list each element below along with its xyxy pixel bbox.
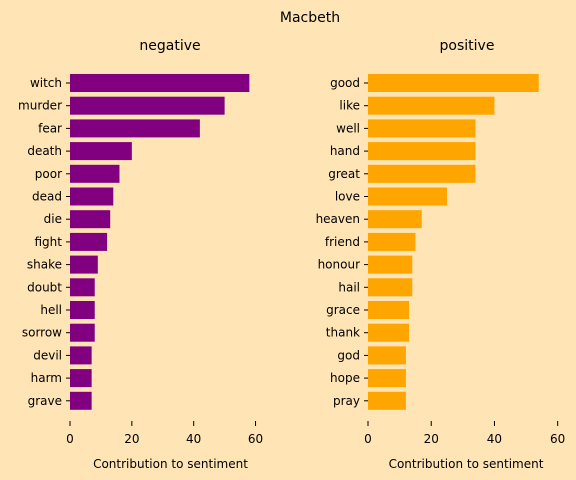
y-tick-label: devil	[33, 348, 62, 362]
y-tick-label: good	[330, 76, 360, 90]
y-tick-label: god	[337, 348, 360, 362]
y-tick-label: hail	[338, 280, 360, 294]
x-tick-label: 20	[124, 432, 139, 446]
negative-panel: negative witch murder fear death poor dead die f…	[18, 38, 263, 471]
y-tick-label: love	[335, 190, 360, 204]
y-tick-label: hope	[330, 371, 360, 385]
positive-bar	[368, 187, 448, 206]
x-tick-label: 60	[248, 432, 263, 446]
x-axis-label: Contribution to sentiment	[389, 457, 544, 471]
y-tick-label: like	[339, 99, 360, 113]
panel-title: negative	[139, 38, 200, 54]
panel-title: positive	[440, 38, 495, 54]
y-tick-label: death	[27, 144, 62, 158]
x-axis-label: Contribution to sentiment	[93, 457, 248, 471]
y-tick-label: grave	[28, 394, 62, 408]
negative-bar	[70, 210, 111, 229]
negative-bar	[70, 142, 132, 161]
negative-bar	[70, 96, 225, 115]
positive-bar	[368, 323, 410, 342]
positive-bar	[368, 369, 406, 388]
negative-bar	[70, 301, 95, 319]
y-tick-label: fight	[35, 235, 63, 249]
negative-bar	[70, 255, 98, 274]
y-tick-label: friend	[325, 235, 360, 249]
x-tick-label: 40	[186, 432, 201, 446]
positive-bar	[368, 164, 476, 183]
y-tick-label: hand	[330, 144, 360, 158]
y-tick-label: grace	[326, 303, 360, 317]
negative-bar	[70, 119, 200, 138]
positive-bar	[368, 255, 413, 274]
positive-bar	[368, 210, 422, 229]
negative-bar	[70, 346, 92, 365]
positive-bar	[368, 278, 413, 297]
y-tick-label: witch	[30, 76, 62, 90]
positive-bar	[368, 232, 416, 251]
x-tick-label: 60	[550, 432, 565, 446]
y-tick-label: hell	[40, 303, 62, 317]
y-tick-label: murder	[18, 99, 62, 113]
negative-bar	[70, 278, 95, 297]
positive-bar	[368, 119, 476, 138]
positive-panel: positive good like well hand great love heaven f…	[316, 38, 566, 471]
negative-bar	[70, 164, 120, 183]
y-tick-label: great	[328, 167, 360, 181]
y-tick-label: heaven	[316, 212, 360, 226]
negative-bar	[70, 232, 108, 251]
chart-panels: negative witch murder fear death poor dead die f…	[18, 38, 565, 471]
positive-bar	[368, 142, 476, 161]
y-tick-label: fear	[38, 121, 62, 135]
negative-bar	[70, 323, 95, 342]
y-tick-label: well	[336, 121, 360, 135]
y-tick-label: die	[44, 212, 62, 226]
x-tick-label: 40	[487, 432, 502, 446]
positive-bar	[368, 96, 495, 115]
y-tick-label: honour	[318, 258, 361, 272]
y-tick-label: pray	[333, 394, 360, 408]
x-tick-label: 0	[364, 432, 372, 446]
negative-bar	[70, 187, 114, 206]
positive-bar	[368, 391, 406, 410]
y-tick-label: thank	[326, 326, 360, 340]
x-tick-label: 0	[66, 432, 74, 446]
negative-bar	[70, 391, 92, 410]
chart-title: Macbeth	[280, 10, 340, 26]
y-tick-label: sorrow	[22, 326, 62, 340]
x-tick-label: 20	[424, 432, 439, 446]
y-tick-label: poor	[35, 167, 62, 181]
negative-bar	[70, 369, 92, 388]
y-tick-label: harm	[31, 371, 62, 385]
positive-bar	[368, 301, 410, 319]
y-tick-label: dead	[32, 190, 62, 204]
y-tick-label: shake	[27, 258, 62, 272]
negative-bar	[70, 74, 250, 92]
positive-bar	[368, 346, 406, 365]
y-tick-label: doubt	[27, 280, 62, 294]
positive-bar	[368, 74, 539, 92]
